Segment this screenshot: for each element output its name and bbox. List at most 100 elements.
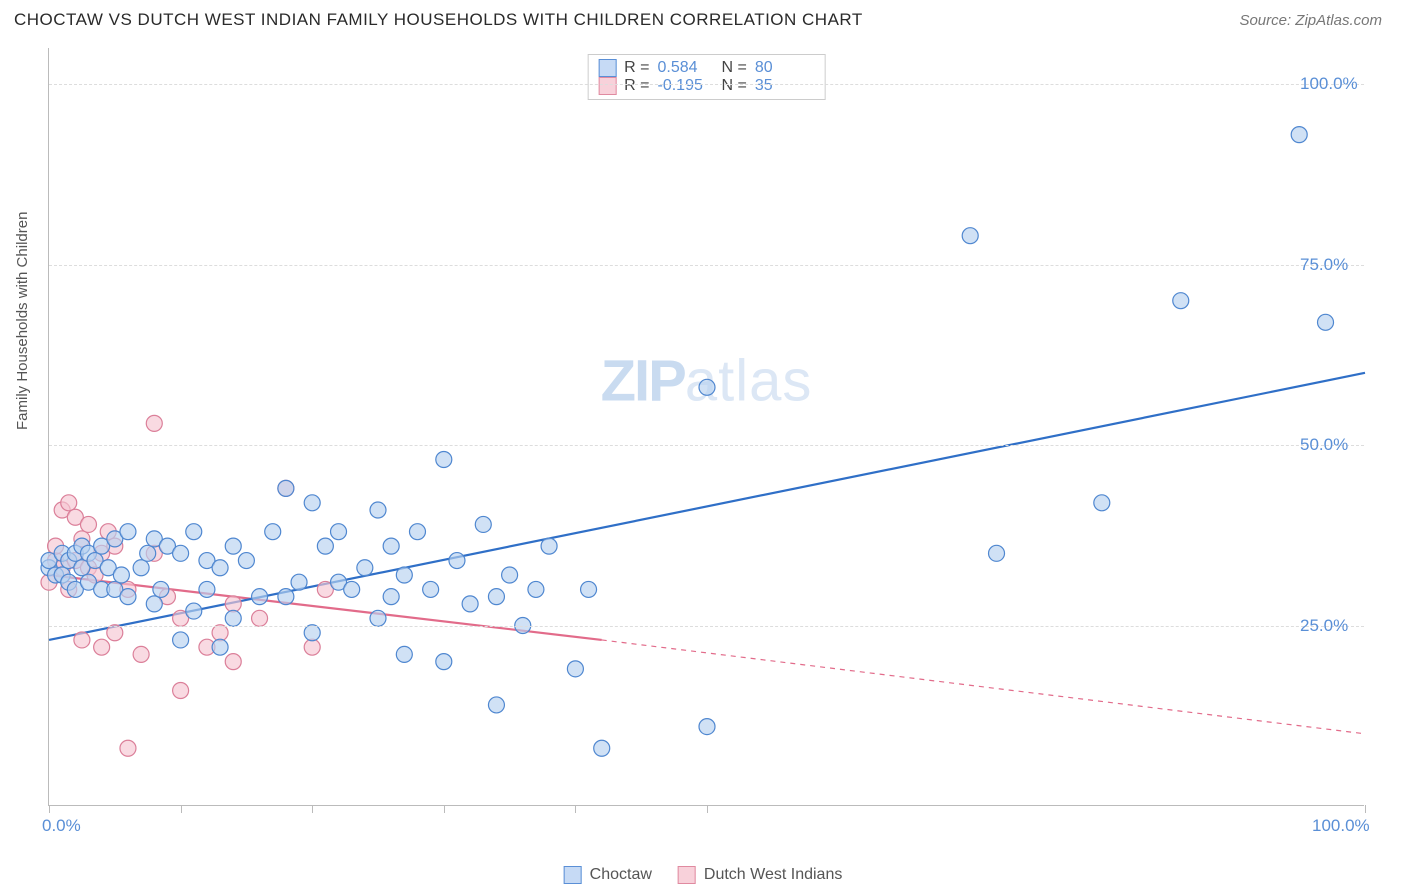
x-tick	[1365, 805, 1366, 813]
chart-plot-area: ZIPatlas R = 0.584 N = 80 R = -0.195 N =…	[48, 48, 1364, 806]
point-blue	[699, 719, 715, 735]
point-blue	[265, 524, 281, 540]
x-tick	[181, 805, 182, 813]
point-blue	[304, 625, 320, 641]
gridline-h	[49, 626, 1364, 627]
point-pink	[120, 740, 136, 756]
r-value-1: -0.195	[658, 77, 714, 95]
swatch-pink-bottom	[678, 866, 696, 884]
point-blue	[1094, 495, 1110, 511]
series-legend: Choctaw Dutch West Indians	[564, 866, 843, 884]
point-blue	[370, 502, 386, 518]
point-blue	[186, 603, 202, 619]
point-blue	[173, 545, 189, 561]
point-blue	[278, 589, 294, 605]
point-blue	[436, 451, 452, 467]
swatch-blue	[598, 59, 616, 77]
gridline-h	[49, 445, 1364, 446]
trend-line-pink-dash	[602, 640, 1365, 734]
point-blue	[383, 538, 399, 554]
legend-item-choctaw: Choctaw	[564, 866, 652, 884]
point-pink	[212, 625, 228, 641]
legend-row-pink: R = -0.195 N = 35	[598, 77, 811, 95]
x-tick	[575, 805, 576, 813]
x-tick	[707, 805, 708, 813]
point-blue	[133, 560, 149, 576]
point-blue	[1291, 127, 1307, 143]
point-blue	[120, 589, 136, 605]
point-blue	[449, 553, 465, 569]
point-blue	[212, 639, 228, 655]
point-blue	[396, 567, 412, 583]
swatch-pink	[598, 77, 616, 95]
y-tick-label: 75.0%	[1300, 255, 1348, 275]
point-pink	[304, 639, 320, 655]
gridline-h	[49, 265, 1364, 266]
point-blue	[212, 560, 228, 576]
point-blue	[962, 228, 978, 244]
point-blue	[541, 538, 557, 554]
legend-label-0: Choctaw	[590, 866, 652, 884]
point-blue	[409, 524, 425, 540]
point-blue	[238, 553, 254, 569]
scatter-svg	[49, 48, 1364, 805]
y-axis-label: Family Households with Children	[14, 212, 31, 430]
point-blue	[989, 545, 1005, 561]
legend-label-1: Dutch West Indians	[704, 866, 842, 884]
point-pink	[107, 625, 123, 641]
point-pink	[225, 596, 241, 612]
x-tick	[312, 805, 313, 813]
point-blue	[383, 589, 399, 605]
point-blue	[153, 581, 169, 597]
point-blue	[567, 661, 583, 677]
legend-row-blue: R = 0.584 N = 80	[598, 59, 811, 77]
point-blue	[436, 654, 452, 670]
point-blue	[370, 610, 386, 626]
point-blue	[488, 697, 504, 713]
point-pink	[146, 415, 162, 431]
point-blue	[113, 567, 129, 583]
gridline-h	[49, 84, 1364, 85]
y-tick-label: 50.0%	[1300, 435, 1348, 455]
point-blue	[304, 495, 320, 511]
point-pink	[173, 682, 189, 698]
point-pink	[61, 495, 77, 511]
point-blue	[699, 379, 715, 395]
point-blue	[278, 480, 294, 496]
chart-title: CHOCTAW VS DUTCH WEST INDIAN FAMILY HOUS…	[14, 10, 863, 30]
trend-line-blue	[49, 373, 1365, 640]
point-blue	[1318, 314, 1334, 330]
y-tick-label: 25.0%	[1300, 616, 1348, 636]
point-blue	[357, 560, 373, 576]
point-blue	[423, 581, 439, 597]
point-blue	[331, 524, 347, 540]
point-blue	[475, 516, 491, 532]
point-blue	[291, 574, 307, 590]
point-blue	[186, 524, 202, 540]
point-blue	[594, 740, 610, 756]
x-tick	[49, 805, 50, 813]
point-blue	[488, 589, 504, 605]
n-label-1: N =	[722, 77, 747, 95]
n-value-1: 35	[755, 77, 811, 95]
correlation-legend: R = 0.584 N = 80 R = -0.195 N = 35	[587, 54, 826, 100]
point-blue	[225, 538, 241, 554]
point-blue	[344, 581, 360, 597]
point-blue	[528, 581, 544, 597]
point-blue	[252, 589, 268, 605]
point-pink	[252, 610, 268, 626]
point-pink	[94, 639, 110, 655]
point-blue	[502, 567, 518, 583]
point-pink	[225, 654, 241, 670]
point-blue	[199, 581, 215, 597]
swatch-blue-bottom	[564, 866, 582, 884]
point-blue	[1173, 293, 1189, 309]
point-blue	[173, 632, 189, 648]
r-label-0: R =	[624, 59, 649, 77]
point-pink	[74, 632, 90, 648]
point-pink	[133, 646, 149, 662]
n-value-0: 80	[755, 59, 811, 77]
point-blue	[140, 545, 156, 561]
point-blue	[396, 646, 412, 662]
x-max-label: 100.0%	[1312, 816, 1370, 836]
